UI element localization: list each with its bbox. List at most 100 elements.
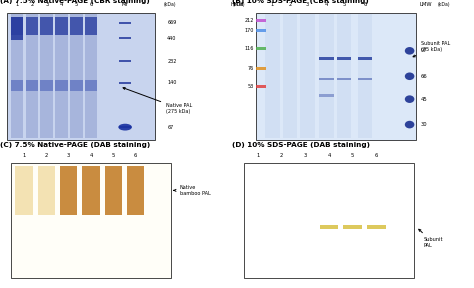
- Text: 1: 1: [256, 153, 260, 158]
- Bar: [11, 80, 23, 92]
- Bar: [82, 166, 100, 215]
- Text: Native PAL
(275 kDa): Native PAL (275 kDa): [123, 88, 192, 114]
- Text: (B) 10% SDS-PAGE (CBR staining): (B) 10% SDS-PAGE (CBR staining): [232, 0, 369, 4]
- Bar: [337, 57, 351, 60]
- Bar: [85, 17, 97, 35]
- Bar: [319, 77, 334, 80]
- Text: 232: 232: [167, 58, 177, 63]
- Text: HMW: HMW: [230, 2, 244, 7]
- Bar: [119, 37, 131, 39]
- Text: 3: 3: [306, 2, 309, 7]
- Bar: [319, 225, 338, 229]
- Text: (A) 7.5% Native-PAGE (CBR staining): (A) 7.5% Native-PAGE (CBR staining): [0, 0, 150, 4]
- Ellipse shape: [118, 124, 132, 130]
- Text: 140: 140: [167, 80, 177, 85]
- Bar: [245, 163, 413, 278]
- Bar: [319, 14, 334, 139]
- Text: Subunit
PAL: Subunit PAL: [419, 229, 443, 248]
- Text: 1: 1: [271, 2, 274, 7]
- Text: 66: 66: [421, 74, 428, 79]
- Bar: [70, 80, 82, 92]
- Text: (kDa): (kDa): [164, 2, 176, 7]
- Text: 4: 4: [89, 153, 93, 158]
- Bar: [256, 85, 266, 88]
- Bar: [55, 80, 68, 92]
- Text: 2: 2: [45, 153, 48, 158]
- Bar: [85, 14, 97, 139]
- Bar: [26, 14, 38, 139]
- Text: (kDa): (kDa): [232, 2, 245, 7]
- Text: 440: 440: [167, 36, 177, 41]
- Bar: [367, 225, 386, 229]
- Text: 76: 76: [248, 66, 254, 71]
- Text: 5: 5: [111, 153, 115, 158]
- Text: Subunit PAL
(75 kDa): Subunit PAL (75 kDa): [413, 41, 450, 57]
- Bar: [301, 14, 315, 139]
- Bar: [37, 166, 55, 215]
- Text: 5: 5: [351, 153, 355, 158]
- Bar: [15, 166, 33, 215]
- Bar: [256, 67, 266, 70]
- Text: 1: 1: [16, 2, 19, 7]
- Bar: [11, 17, 23, 40]
- Text: 170: 170: [245, 28, 254, 33]
- Ellipse shape: [405, 121, 414, 128]
- Text: Mr: Mr: [122, 2, 128, 7]
- Bar: [343, 225, 362, 229]
- Text: 30: 30: [421, 122, 428, 127]
- Bar: [319, 94, 334, 96]
- Bar: [55, 14, 68, 139]
- Text: 97: 97: [421, 48, 428, 53]
- Text: 116: 116: [245, 46, 254, 51]
- Text: 5: 5: [74, 2, 78, 7]
- Bar: [256, 29, 266, 32]
- Bar: [40, 17, 53, 35]
- Ellipse shape: [405, 73, 414, 80]
- Bar: [283, 14, 297, 139]
- Text: 45: 45: [421, 97, 428, 102]
- Bar: [55, 17, 68, 35]
- Text: LMW: LMW: [419, 2, 432, 7]
- Bar: [256, 19, 266, 22]
- Bar: [60, 166, 77, 215]
- Bar: [85, 80, 97, 92]
- Text: 67: 67: [167, 125, 173, 130]
- Text: 2: 2: [30, 2, 34, 7]
- Bar: [265, 14, 280, 139]
- Text: 53: 53: [248, 84, 254, 89]
- Bar: [11, 14, 23, 139]
- Text: 669: 669: [167, 20, 176, 25]
- Bar: [358, 57, 372, 60]
- Text: (C) 7.5% Native-PAGE (DAB staining): (C) 7.5% Native-PAGE (DAB staining): [0, 142, 150, 148]
- Bar: [119, 22, 131, 24]
- Text: 6: 6: [374, 153, 378, 158]
- Text: 4: 4: [325, 2, 328, 7]
- Bar: [26, 80, 38, 92]
- Ellipse shape: [405, 47, 414, 55]
- Text: 3: 3: [45, 2, 48, 7]
- Bar: [127, 166, 145, 215]
- Bar: [119, 126, 131, 128]
- Bar: [11, 17, 23, 35]
- Bar: [319, 57, 334, 60]
- Bar: [40, 14, 53, 139]
- Text: 5: 5: [343, 2, 346, 7]
- Text: 3: 3: [304, 153, 307, 158]
- Text: 212: 212: [245, 18, 254, 23]
- Bar: [40, 80, 53, 92]
- Bar: [70, 17, 82, 35]
- Text: 4: 4: [327, 153, 331, 158]
- Bar: [26, 17, 38, 35]
- Text: 6: 6: [90, 2, 93, 7]
- Text: Native
bamboo PAL: Native bamboo PAL: [174, 185, 210, 196]
- Bar: [256, 47, 266, 50]
- Bar: [337, 14, 351, 139]
- Bar: [105, 166, 122, 215]
- Text: (D) 10% SDS-PAGE (DAB staining): (D) 10% SDS-PAGE (DAB staining): [232, 142, 370, 148]
- Bar: [119, 60, 131, 62]
- Ellipse shape: [405, 95, 414, 103]
- Bar: [7, 13, 155, 140]
- Text: 4: 4: [60, 2, 63, 7]
- Text: 1: 1: [22, 153, 26, 158]
- Text: 3: 3: [67, 153, 70, 158]
